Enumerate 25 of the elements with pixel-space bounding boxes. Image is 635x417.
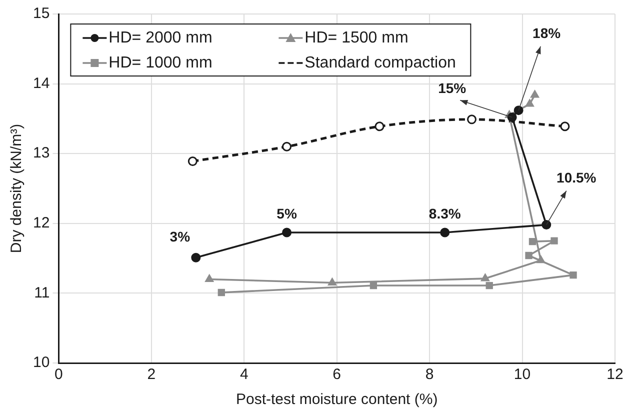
y-tick-label: 11 — [34, 284, 50, 302]
legend-label: Standard compaction — [304, 54, 456, 72]
annotation: 3% — [170, 228, 191, 244]
legend-label: HD= 1000 mm — [108, 54, 212, 72]
annotation: 8.3% — [428, 205, 462, 222]
y-tick-label: 14 — [32, 74, 50, 92]
x-tick-label: 0 — [54, 366, 63, 384]
x-axis-title: Post-test moisture content (%) — [236, 391, 438, 408]
x-tick-label: 2 — [147, 366, 156, 384]
x-tick-label: 8 — [425, 366, 434, 384]
x-tick-label: 6 — [332, 366, 342, 384]
y-tick-label: 10 — [32, 354, 50, 372]
legend-label: HD= 2000 mm — [108, 29, 212, 46]
x-tick-label: 10 — [514, 366, 531, 384]
annotation: 10.5% — [556, 170, 597, 186]
annotation: 15% — [438, 80, 467, 96]
y-tick-label: 13 — [32, 144, 50, 162]
annotation: 18% — [532, 25, 562, 42]
y-tick-label: 15 — [32, 5, 50, 22]
x-tick-label: 12 — [606, 366, 624, 384]
y-axis-title: Dry density (kN/m³) — [8, 124, 26, 254]
legend-label: HD= 1500 mm — [304, 29, 408, 46]
x-tick-label: 4 — [240, 366, 248, 384]
annotation: 5% — [276, 205, 298, 222]
y-tick-label: 12 — [32, 214, 50, 232]
